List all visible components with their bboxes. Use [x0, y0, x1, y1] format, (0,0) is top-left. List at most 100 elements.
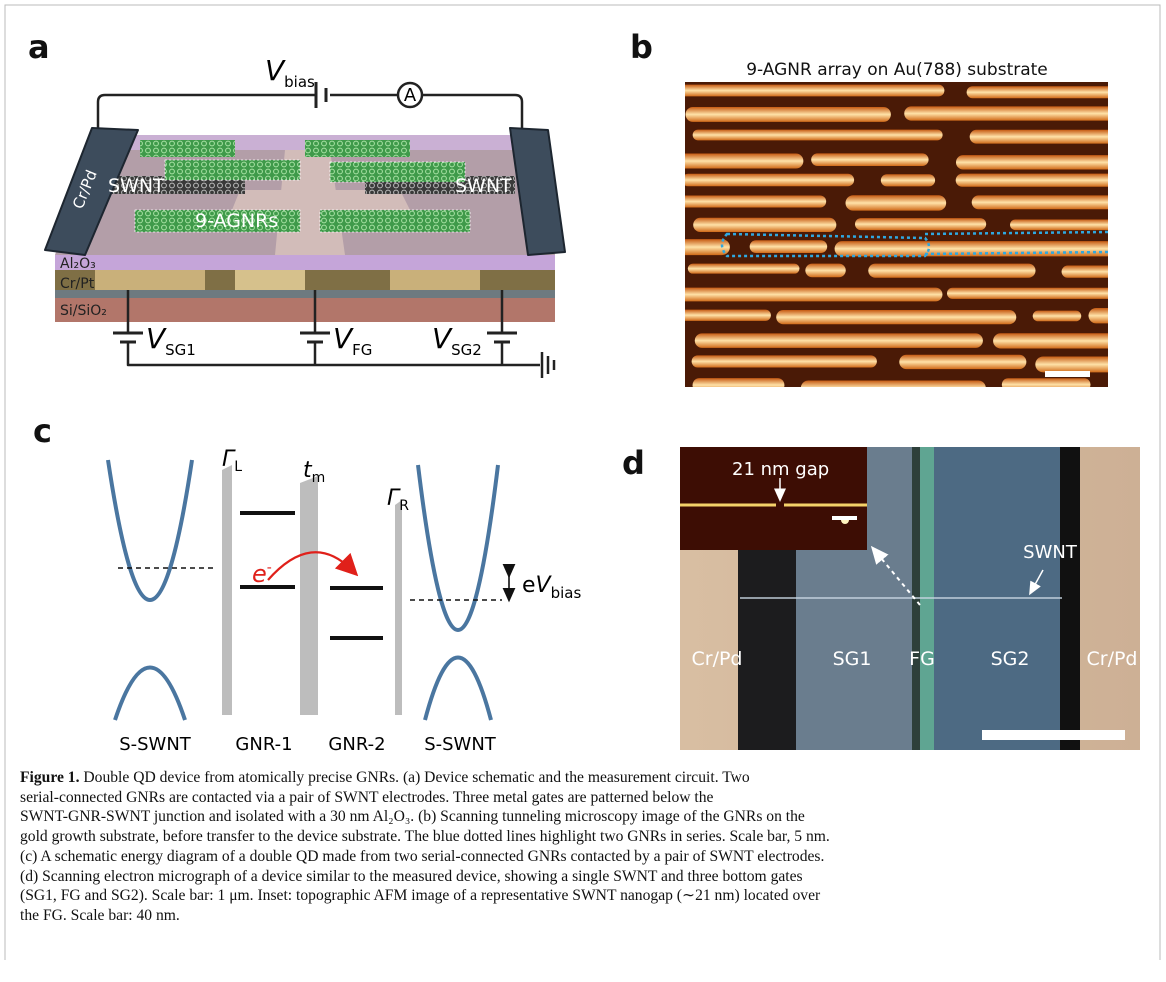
ribbon: [688, 264, 800, 274]
ribbon: [1089, 308, 1166, 323]
energy-diagram: [108, 460, 509, 720]
ribbon: [673, 310, 771, 321]
region-label: Cr/Pd: [1087, 648, 1138, 670]
gate-label: VSG1: [146, 322, 196, 359]
stm-image: [665, 82, 1166, 395]
ribbon: [904, 106, 1128, 120]
schematic: [45, 82, 565, 378]
caption-text: Double QD device from atomically precise…: [83, 769, 749, 786]
ribbon: [693, 130, 943, 141]
ribbon: [956, 174, 1166, 187]
symbol: V: [432, 322, 453, 355]
ribbon: [855, 218, 986, 230]
ribbon: [811, 153, 928, 166]
ribbon: [967, 86, 1146, 98]
panel-label: a: [28, 28, 50, 66]
subscript: SG2: [451, 341, 482, 359]
region-label: Cr/Pd: [692, 648, 743, 670]
ribbon: [801, 381, 986, 396]
subscript: L: [234, 459, 242, 475]
region-label: GNR-1: [235, 734, 292, 755]
inset-label: 21 nm gap: [732, 459, 829, 480]
layer-label: Cr/Pt: [60, 276, 95, 292]
caption: Figure 1. Double QD device from atomical…: [20, 768, 830, 926]
ribbon: [881, 174, 935, 186]
ribbon: [993, 333, 1166, 348]
panel-label: c: [33, 412, 52, 450]
caption-line: the FG. Scale bar: 40 nm.: [20, 906, 830, 926]
ribbon: [670, 239, 730, 255]
gamma-r: ΓR: [387, 486, 409, 514]
ribbon: [776, 310, 1016, 324]
region-label: FG: [909, 648, 935, 670]
ribbon: [1062, 266, 1163, 278]
panel-label: d: [622, 444, 645, 482]
gate-label: VFG: [333, 322, 372, 359]
ribbon: [665, 85, 944, 97]
gate-label: VSG2: [432, 322, 482, 359]
region-label: SG2: [991, 648, 1030, 670]
ribbon: [695, 333, 983, 348]
ribbon: [676, 195, 826, 207]
subscript: FG: [352, 341, 372, 359]
caption-line: serial-connected GNRs are contacted via …: [20, 788, 830, 808]
ribbon: [805, 264, 845, 278]
caption-line: (c) A schematic energy diagram of a doub…: [20, 847, 830, 867]
swnt-label: SWNT: [455, 175, 512, 197]
subscript: bias: [551, 584, 582, 602]
caption-line: (SG1, FG and SG2). Scale bar: 1 μm. Inse…: [20, 886, 830, 906]
ribbon: [868, 264, 1035, 278]
gamma-l: ΓL: [222, 447, 242, 475]
subscript: m: [312, 470, 326, 486]
page: a Vbias A Cr/Pd: [0, 0, 1166, 982]
prefix: e: [522, 573, 536, 598]
swnt-label: SWNT: [108, 175, 165, 197]
v-bias: Vbias: [265, 54, 315, 91]
ribbon: [956, 155, 1141, 169]
caption-line: (d) Scanning electron micrograph of a de…: [20, 867, 830, 887]
ribbon: [693, 378, 785, 392]
sem-image: [680, 447, 1140, 750]
t-m: tm: [303, 458, 325, 486]
ribbon: [750, 240, 828, 253]
panel-label: b: [630, 28, 653, 66]
symbol: V: [333, 322, 354, 355]
caption-line: gold growth substrate, before transfer t…: [20, 827, 830, 847]
ribbon: [972, 195, 1166, 209]
ribbon: [947, 288, 1166, 299]
ev-bias: eVbias: [522, 573, 581, 602]
electron: e-: [252, 560, 272, 588]
ribbon: [665, 288, 942, 302]
ribbon: [1035, 356, 1156, 372]
layer-label: Si/SiO₂: [60, 303, 107, 319]
symbol: V: [265, 54, 286, 87]
layer-label: Al₂O₃: [60, 256, 96, 272]
symbol: e: [252, 560, 267, 588]
ribbon: [693, 218, 836, 232]
ribbon: [1010, 219, 1166, 230]
caption-line: Figure 1. Double QD device from atomical…: [20, 768, 830, 788]
caption-line: SWNT-GNR-SWNT junction and isolated with…: [20, 807, 830, 827]
ribbon: [970, 130, 1166, 144]
panel-title: 9-AGNR array on Au(788) substrate: [746, 60, 1048, 80]
ribbon: [686, 107, 891, 122]
region-label: GNR-2: [328, 734, 385, 755]
ribbon: [1033, 311, 1082, 322]
ribbon: [899, 355, 1026, 369]
symbol: V: [146, 322, 167, 355]
ribbon: [1002, 378, 1091, 391]
ribbon: [676, 154, 803, 169]
subscript: R: [399, 498, 409, 514]
ammeter: A: [404, 85, 417, 106]
swnt-label: SWNT: [1023, 542, 1078, 563]
region-label: S-SWNT: [424, 734, 497, 755]
superscript: -: [267, 560, 272, 576]
ribbon: [682, 174, 854, 187]
region-label: S-SWNT: [119, 734, 192, 755]
ribbon: [692, 355, 877, 367]
subscript: bias: [284, 73, 315, 91]
subscript: SG1: [165, 341, 196, 359]
gnr-label: 9-AGNRs: [195, 210, 278, 232]
region-label: SG1: [833, 648, 872, 670]
caption-label: Figure 1.: [20, 769, 79, 786]
